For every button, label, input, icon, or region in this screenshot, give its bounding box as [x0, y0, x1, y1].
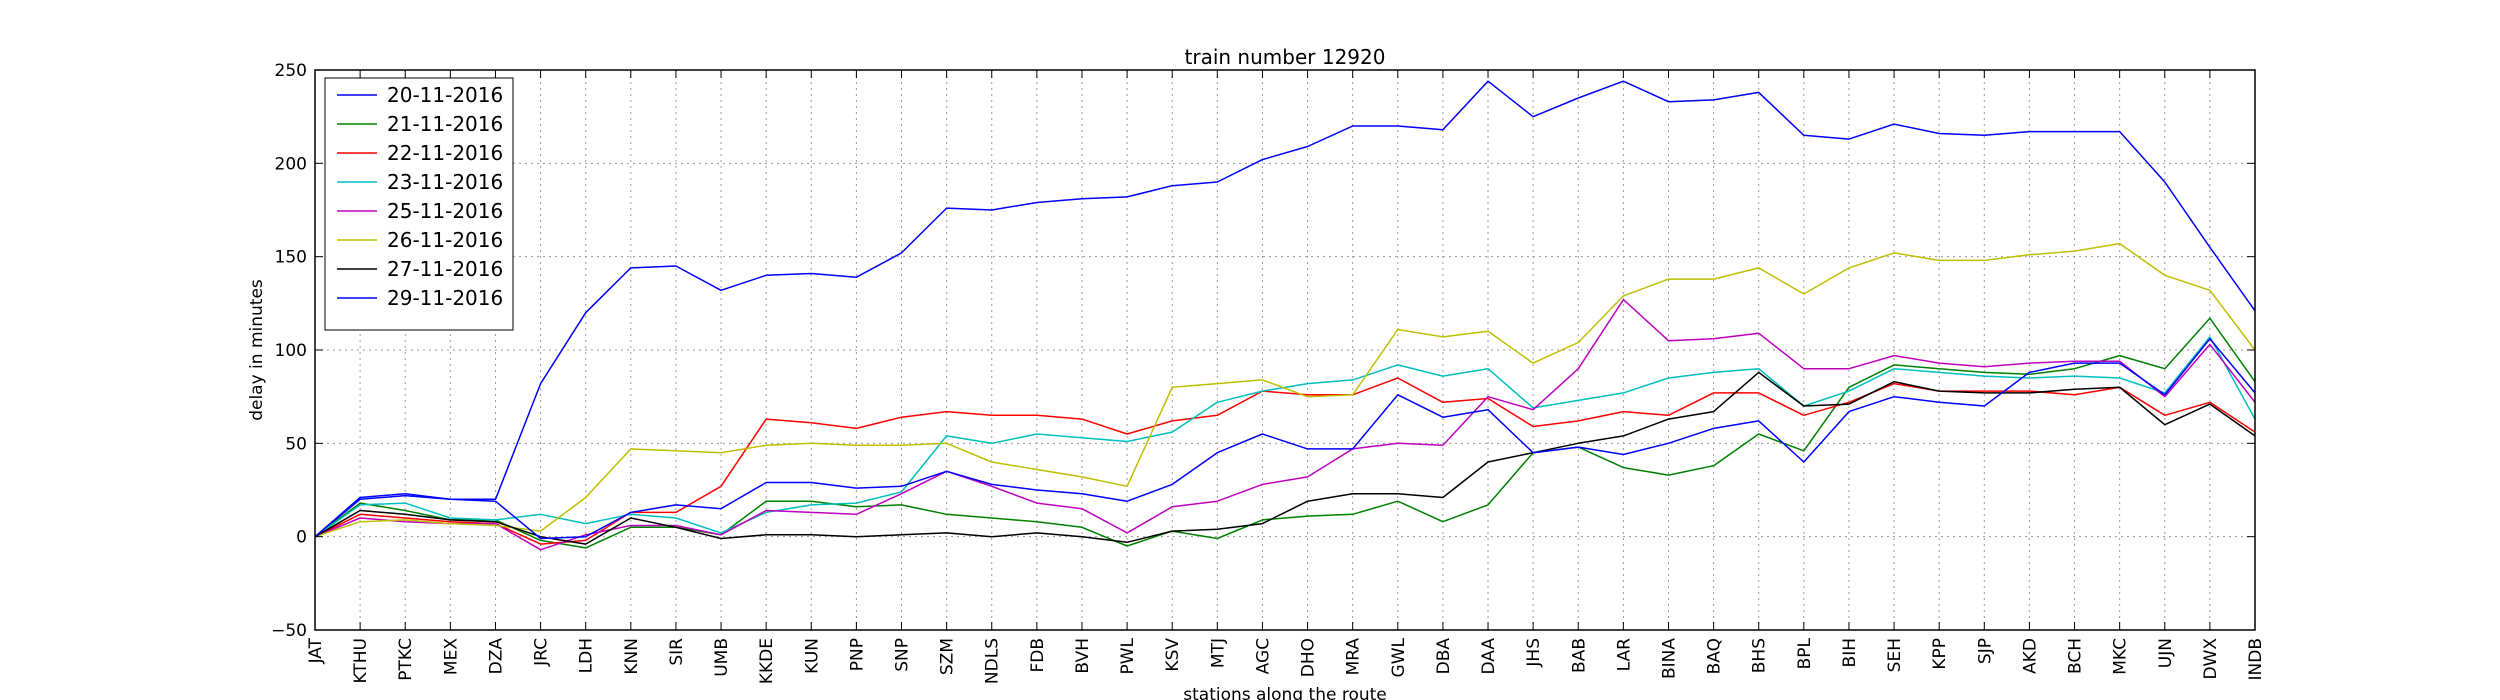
x-tick-label: PWL [1118, 637, 1138, 674]
series-line-23-11-2016 [314, 336, 2256, 538]
x-tick-label: BINA [1659, 638, 1679, 679]
y-tick-label: 50 [285, 434, 307, 454]
series-line-27-11-2016 [314, 371, 2256, 545]
y-tick-label: 200 [275, 154, 307, 174]
x-tick-label: KPP [1930, 638, 1950, 670]
y-tick-label: 100 [275, 341, 307, 361]
x-tick-label: JAT [306, 637, 326, 664]
x-tick-label: MKC [2111, 638, 2131, 675]
x-tick-label: DHO [1299, 638, 1319, 677]
x-tick-label: JHS [1524, 638, 1544, 668]
x-tick-label: BIH [1840, 638, 1860, 667]
x-tick-label: MTJ [1208, 638, 1228, 668]
legend-label: 29-11-2016 [387, 286, 503, 310]
x-tick-label: BPL [1795, 637, 1815, 669]
y-tick-label: 0 [296, 528, 307, 548]
y-tick-label: −50 [271, 621, 307, 641]
x-tick-label: DZA [486, 638, 506, 675]
grid-lines [314, 69, 2256, 631]
series-line-20-11-2016 [314, 80, 2256, 538]
x-tick-label: SZM [938, 638, 958, 675]
series-line-21-11-2016 [314, 317, 2256, 549]
x-tick-label: AGC [1253, 638, 1273, 674]
legend-label: 26-11-2016 [387, 228, 503, 252]
plot-frame [314, 69, 2256, 631]
x-tick-label: PNP [847, 638, 867, 671]
x-tick-label: JRC [532, 638, 552, 667]
x-tick-label: BHS [1750, 638, 1770, 673]
x-tick-label: BAQ [1705, 638, 1725, 674]
x-tick-label: GWL [1389, 637, 1409, 677]
y-axis-label: delay in minutes [247, 279, 267, 421]
y-tick-label: 150 [275, 248, 307, 268]
x-tick-label: PTKC [396, 638, 416, 681]
x-tick-label: UMB [712, 638, 732, 677]
x-tick-label: MRA [1344, 638, 1364, 676]
y-axis-ticks: −50 0 50 100 150 200 250 [271, 61, 2255, 641]
x-tick-label: DWX [2201, 638, 2221, 680]
legend: 20-11-2016 21-11-2016 22-11-2016 23-11-2016… [324, 77, 514, 331]
x-tick-label: NDLS [983, 638, 1003, 684]
x-axis-label: stations along the route [1183, 685, 1387, 700]
x-tick-label: SEH [1885, 638, 1905, 672]
x-tick-label: DBA [1434, 638, 1454, 675]
legend-label: 27-11-2016 [387, 257, 503, 281]
x-tick-label: BAB [1569, 638, 1589, 673]
x-tick-label: LAR [1614, 638, 1634, 671]
x-tick-label: MEX [441, 638, 461, 675]
x-tick-label: SIR [667, 638, 687, 666]
legend-label: 21-11-2016 [387, 112, 503, 136]
series-line-25-11-2016 [314, 298, 2256, 551]
x-axis-ticks: JAT KTHU PTKC MEX DZA JRC LDH KNN SIR UMB KKDE KUN P… [306, 70, 2266, 684]
x-tick-label: INDB [2246, 638, 2266, 680]
x-tick-label: KSV [1163, 638, 1183, 672]
series-lines [314, 80, 2256, 551]
x-tick-label: KTHU [351, 638, 371, 683]
legend-label: 20-11-2016 [387, 83, 503, 107]
x-tick-label: AKD [2020, 638, 2040, 674]
x-tick-label: SJP [1975, 638, 1995, 664]
x-tick-label: KKDE [757, 638, 777, 684]
legend-label: 23-11-2016 [387, 170, 503, 194]
x-tick-label: BVH [1073, 638, 1093, 674]
x-tick-label: DAA [1479, 638, 1499, 675]
x-tick-label: KUN [802, 638, 822, 674]
x-tick-label: KNN [622, 638, 642, 675]
series-line-29-11-2016 [314, 338, 2256, 540]
x-tick-label: LDH [577, 638, 597, 673]
legend-label: 22-11-2016 [387, 141, 503, 165]
series-line-26-11-2016 [314, 242, 2256, 538]
legend-box [324, 77, 514, 331]
chart-title: train number 12920 [1185, 45, 1386, 69]
x-tick-label: BCH [2066, 638, 2086, 674]
legend-label: 25-11-2016 [387, 199, 503, 223]
y-tick-label: 250 [275, 61, 307, 81]
x-tick-label: SNP [893, 638, 913, 672]
x-tick-label: UJN [2156, 638, 2176, 668]
x-tick-label: FDB [1028, 638, 1048, 673]
